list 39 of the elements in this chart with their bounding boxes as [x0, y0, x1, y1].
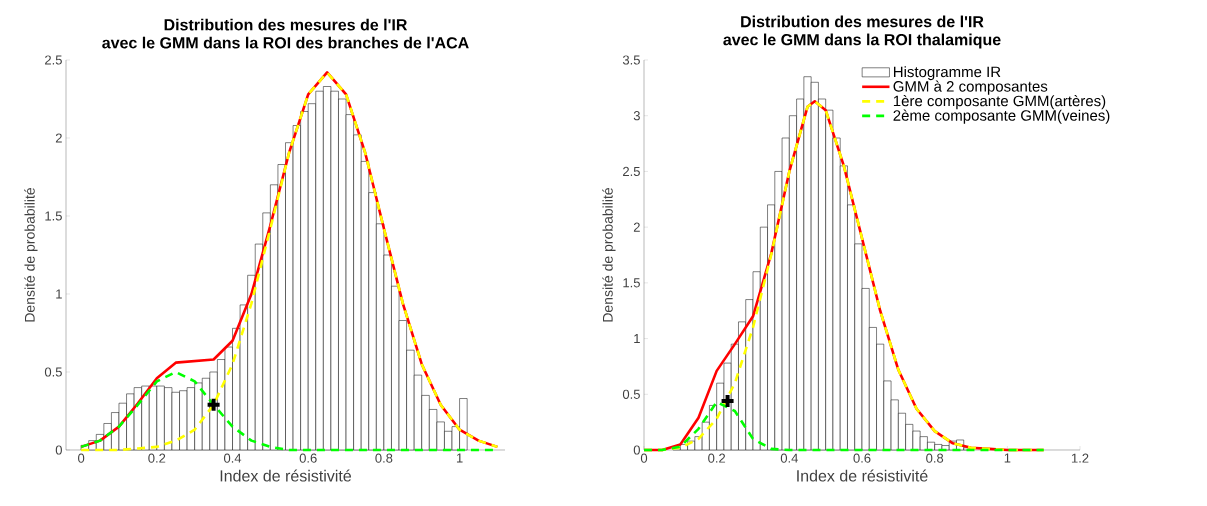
x-tick-label: 1: [456, 453, 463, 463]
legend-label: 2ème composante GMM(veines): [893, 109, 1110, 124]
chart-title: Distribution des mesures de l'IR: [741, 15, 984, 28]
x-tick-label: 1: [1004, 453, 1011, 463]
y-tick-label: 1: [56, 289, 62, 299]
x-tick-label: 0.6: [299, 453, 317, 463]
chart-title: Distribution des mesures de l'IR: [164, 18, 408, 31]
y-tick-label: 0: [55, 445, 62, 455]
y-axis-title: Densité de probabilité: [602, 187, 616, 322]
x-tick-label: 0.4: [780, 453, 798, 463]
x-tick-label: 0: [78, 453, 85, 463]
legend-label: GMM à 2 composantes: [893, 80, 1048, 95]
x-tick-label: 1.2: [1071, 453, 1089, 463]
y-tick-label: 1.5: [623, 278, 640, 288]
y-tick-label: 0.5: [44, 367, 62, 377]
y-tick-label: 0.5: [622, 389, 640, 399]
x-tick-label: 0.8: [375, 453, 393, 463]
y-tick-label: 3: [633, 111, 640, 121]
chart-subtitle: avec le GMM dans la ROI des branches de l'ACA: [102, 36, 469, 49]
x-tick-label: 0.2: [148, 453, 166, 463]
legend-label: Histogramme IR: [893, 66, 1001, 81]
y-tick-label: 0: [633, 445, 640, 455]
y-tick-label: 2.5: [45, 55, 62, 65]
y-axis-title: Densité de probabilité: [24, 187, 38, 322]
y-tick-label: 2: [55, 133, 62, 143]
x-axis-title: Index de résistivité: [797, 469, 928, 482]
y-tick-label: 1.5: [45, 211, 62, 221]
x-tick-label: 0.4: [223, 453, 242, 463]
x-tick-label: 0.2: [708, 453, 726, 463]
chart-subtitle: avec le GMM dans la ROI thalamique: [723, 33, 1001, 49]
x-tick-label: 0: [640, 453, 648, 463]
y-tick-label: 1: [634, 334, 640, 344]
x-axis-title: Index de résistivité: [220, 469, 352, 482]
x-tick-label: 0.6: [853, 453, 871, 463]
x-tick-label: 0.8: [926, 453, 944, 463]
y-tick-label: 3.5: [622, 55, 640, 65]
y-tick-label: 2.5: [623, 166, 640, 177]
legend-label: 1ère composante GMM(artères): [893, 95, 1106, 110]
y-tick-label: 2: [633, 222, 640, 232]
